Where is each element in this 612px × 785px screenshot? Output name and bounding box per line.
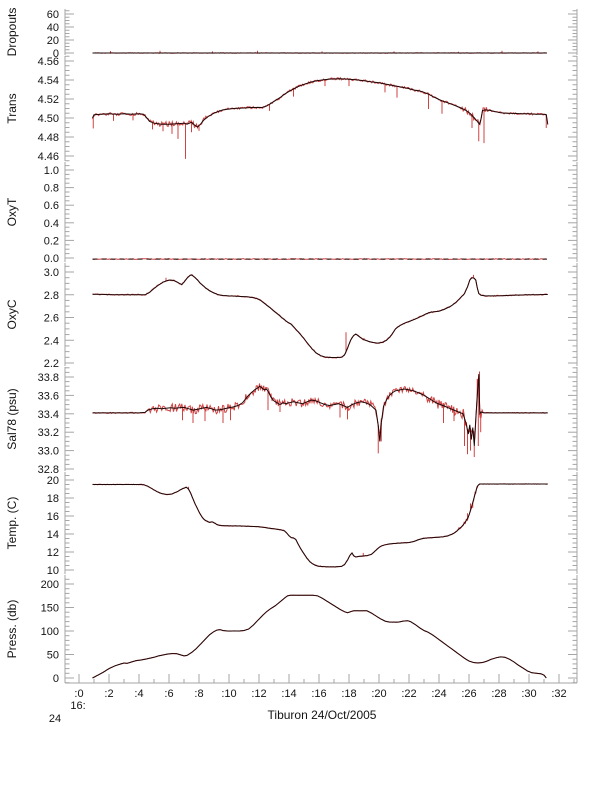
trace-smooth-trans — [92, 78, 549, 128]
x-tick-label: :12 — [251, 688, 266, 700]
x-tick-label: :8 — [194, 688, 203, 700]
y-tick-label: 33.4 — [38, 409, 59, 421]
trace-smooth-sal78 — [92, 374, 548, 447]
y-tick-label: 100 — [41, 626, 59, 638]
x-tick-label: :14 — [281, 688, 296, 700]
trace-raw-press — [92, 594, 547, 679]
y-tick-label: 20 — [47, 475, 59, 487]
y-tick-label: 16 — [47, 511, 59, 523]
y-tick-label: 33.6 — [38, 390, 59, 402]
trace-raw-oxyc — [92, 274, 548, 359]
y-tick-label: 4.56 — [38, 56, 59, 68]
y-axis-title-temp: Temp. (C) — [5, 497, 19, 550]
y-tick-label: 0.0 — [44, 253, 59, 265]
y-axis-title-sal78: Sal78 (psu) — [5, 388, 19, 449]
x-tick-label: :30 — [521, 688, 536, 700]
y-tick-label: 18 — [47, 493, 59, 505]
x-tick-label: :2 — [104, 688, 113, 700]
y-tick-label: 60 — [47, 9, 59, 21]
y-tick-label: 4.46 — [38, 151, 59, 163]
y-tick-label: 3.0 — [44, 267, 59, 279]
y-tick-label: 0 — [53, 673, 59, 685]
x-tick-label: :6 — [164, 688, 173, 700]
x-tick-label: :28 — [491, 688, 506, 700]
x-tick-label: :0 — [74, 688, 83, 700]
x-tick-label: :16 — [311, 688, 326, 700]
y-tick-label: 12 — [47, 547, 59, 559]
y-tick-label: 10 — [47, 565, 59, 577]
y-tick-label: 50 — [47, 650, 59, 662]
x-tick-label: :18 — [341, 688, 356, 700]
y-axis-title-trans: Trans — [5, 93, 19, 123]
y-tick-label: 1.0 — [44, 165, 59, 177]
trace-raw-trans — [92, 76, 548, 130]
y-tick-label: 0.4 — [44, 218, 59, 230]
y-axis-title-oxyc: OxyC — [5, 299, 19, 329]
x-tick-label: :10 — [221, 688, 236, 700]
x-tick-label: :22 — [401, 688, 416, 700]
trace-raw-sal78 — [92, 379, 548, 439]
x-tick-label: :26 — [461, 688, 476, 700]
y-tick-label: 0 — [53, 48, 59, 60]
trace-smooth-press — [92, 594, 547, 679]
y-tick-label: 2.4 — [44, 335, 59, 347]
panel-oxyt: 0.0 0.2 0.4 0.6 0.8 1.0 OxyT — [5, 162, 578, 265]
y-tick-label: 33.8 — [38, 372, 59, 384]
y-tick-label: 0.2 — [44, 235, 59, 247]
y-tick-label: 32.8 — [38, 464, 59, 476]
x-tick-label: :32 — [551, 688, 566, 700]
y-tick-label: 150 — [41, 603, 59, 615]
panel-sal78: 32.8 33.0 33.2 33.4 33.6 33.8 Sal78 (psu) — [5, 367, 578, 476]
y-axis-title-oxyt: OxyT — [5, 197, 19, 226]
panels-group: 0204060Dropouts4.464.484.504.524.544.56T… — [5, 8, 578, 685]
y-tick-label: 4.52 — [38, 94, 59, 106]
y-tick-label: 33.0 — [38, 446, 59, 458]
panel-trans: 4.46 4.48 4.50 4.52 4.54 4.56 Trans — [5, 55, 578, 163]
y-tick-label: 40 — [47, 22, 59, 34]
y-tick-label: 0.6 — [44, 200, 59, 212]
panel-oxyc: 2.2 2.4 2.6 2.8 3.0 OxyC — [5, 263, 578, 370]
x-day-label: 24 — [49, 713, 61, 725]
y-tick-label: 2.6 — [44, 313, 59, 325]
x-hour-label: 16: — [70, 700, 85, 712]
chart-title: Tiburon 24/Oct/2005 — [268, 708, 377, 722]
x-tick-label: :4 — [134, 688, 143, 700]
y-tick-label: 33.2 — [38, 427, 59, 439]
x-tick-label: :24 — [431, 688, 446, 700]
y-axis-title-press: Press. (db) — [5, 600, 19, 659]
y-tick-label: 4.50 — [38, 113, 59, 125]
y-tick-label: 2.2 — [44, 358, 59, 370]
y-tick-label: 0.8 — [44, 183, 59, 195]
y-tick-label: 4.54 — [38, 75, 59, 87]
y-tick-label: 20 — [47, 35, 59, 47]
trace-raw-temp — [92, 483, 548, 568]
x-axis: :0 :2 :4 :6 :8 :10 :12 :14 :16 :18 :20 :22 :24 :26 :28… — [65, 674, 577, 700]
y-tick-label: 200 — [41, 579, 59, 591]
trace-smooth-temp — [92, 483, 548, 568]
y-tick-label: 14 — [47, 529, 59, 541]
trace-smooth-oxyc — [92, 274, 548, 358]
y-tick-label: 4.48 — [38, 132, 59, 144]
panel-temp: 10 12 14 16 18 20 Temp. (C) — [5, 472, 578, 577]
y-tick-label: 2.8 — [44, 290, 59, 302]
panel-press: 0 50 100 150 200 Press. (db) — [5, 575, 578, 685]
y-axis-title-dropouts: Dropouts — [5, 8, 19, 57]
x-tick-label: :20 — [371, 688, 386, 700]
